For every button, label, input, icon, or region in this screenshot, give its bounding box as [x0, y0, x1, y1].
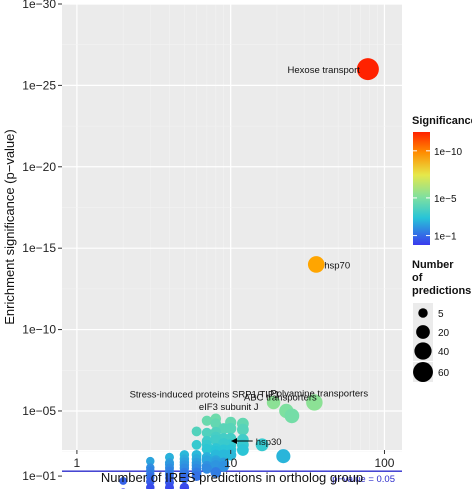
size-key-label: 5: [438, 309, 444, 320]
data-point: [179, 473, 190, 484]
data-point: [210, 418, 222, 429]
legend: Significance 1e−10 1e−5 1e−1 Numberofpredict…: [412, 115, 472, 382]
data-point: [146, 477, 155, 486]
annotation-label: hsp70: [324, 260, 350, 271]
grid-lines: p−value = 0.05: [62, 3, 402, 485]
data-point: [201, 463, 212, 474]
data-point: [225, 422, 237, 435]
data-point: [201, 427, 212, 438]
x-axis-title: Number of IRES predictions in ortholog g…: [101, 470, 363, 485]
data-point: [191, 426, 202, 437]
annotation-label: ABC transporters: [244, 392, 317, 403]
data-point: [276, 449, 291, 464]
data-point: [210, 467, 222, 478]
y-tick-label: 1e−15: [22, 241, 56, 255]
data-point: [191, 471, 202, 482]
x-tick-label: 1: [74, 456, 81, 470]
data-point: [236, 423, 249, 436]
data-point: [146, 483, 155, 489]
data-point: [255, 438, 269, 452]
legend-title-significance: Significance: [412, 115, 472, 127]
size-key-dot: [416, 325, 430, 339]
data-point: [201, 415, 212, 426]
data-point: [236, 444, 249, 456]
size-key-dot: [418, 308, 428, 318]
y-axis-title: Enrichment significance (p−value): [2, 129, 17, 324]
size-key-label: 60: [438, 368, 450, 379]
data-point: [266, 395, 281, 410]
color-bar-label: 1e−5: [434, 194, 457, 205]
data-point: [218, 460, 230, 472]
legend-title-size: of: [412, 272, 423, 284]
data-point: [201, 443, 212, 455]
data-point: [146, 456, 155, 466]
y-tick-label: 1e−20: [22, 160, 56, 174]
legend-title-size: predictions: [412, 285, 471, 297]
color-bar: [413, 132, 430, 245]
threshold-label: p−value = 0.05: [332, 474, 395, 485]
y-tick-label: 1e−25: [22, 78, 56, 92]
size-key-dot: [414, 342, 432, 360]
y-tick-label: 1e−05: [22, 404, 56, 418]
annotation-label: Hexose transport: [288, 65, 361, 76]
data-point: [284, 408, 300, 424]
color-bar-label: 1e−1: [434, 232, 457, 243]
annotation-label: hsp30: [256, 437, 282, 448]
x-tick-label: 10: [224, 456, 238, 470]
data-point: [306, 394, 323, 411]
size-key-label: 20: [438, 328, 450, 339]
plot-panel: [62, 4, 402, 450]
size-key-label: 40: [438, 347, 450, 358]
x-tick-label: 100: [374, 456, 394, 470]
data-point: [164, 482, 174, 489]
y-tick-label: 1e−10: [22, 323, 56, 337]
data-point: [356, 58, 379, 81]
legend-title-size: Number: [412, 259, 454, 271]
data-point: [191, 439, 202, 450]
axes: 1 10 100 1e−30 1e−25 1e−20 1e−15 1e−10 1e−05 1e−0…: [22, 0, 395, 483]
data-point: [307, 256, 325, 273]
data-point: [119, 477, 128, 485]
annotation-label: eIF3 subunit J: [199, 402, 259, 413]
data-point: [179, 482, 190, 489]
y-tick-label: 1e−01: [22, 469, 56, 483]
color-bar-label: 1e−10: [434, 147, 463, 158]
y-tick-label: 1e−30: [22, 0, 56, 11]
annotation-label: Stress-induced proteins SRP1/TIP1: [130, 389, 280, 400]
annotation-label: Polyamine transporters: [270, 388, 368, 399]
data-point: [225, 449, 237, 461]
annotations: Hexose transport hsp70 Stress-induced prot…: [130, 65, 369, 448]
size-key-dot: [413, 362, 433, 382]
